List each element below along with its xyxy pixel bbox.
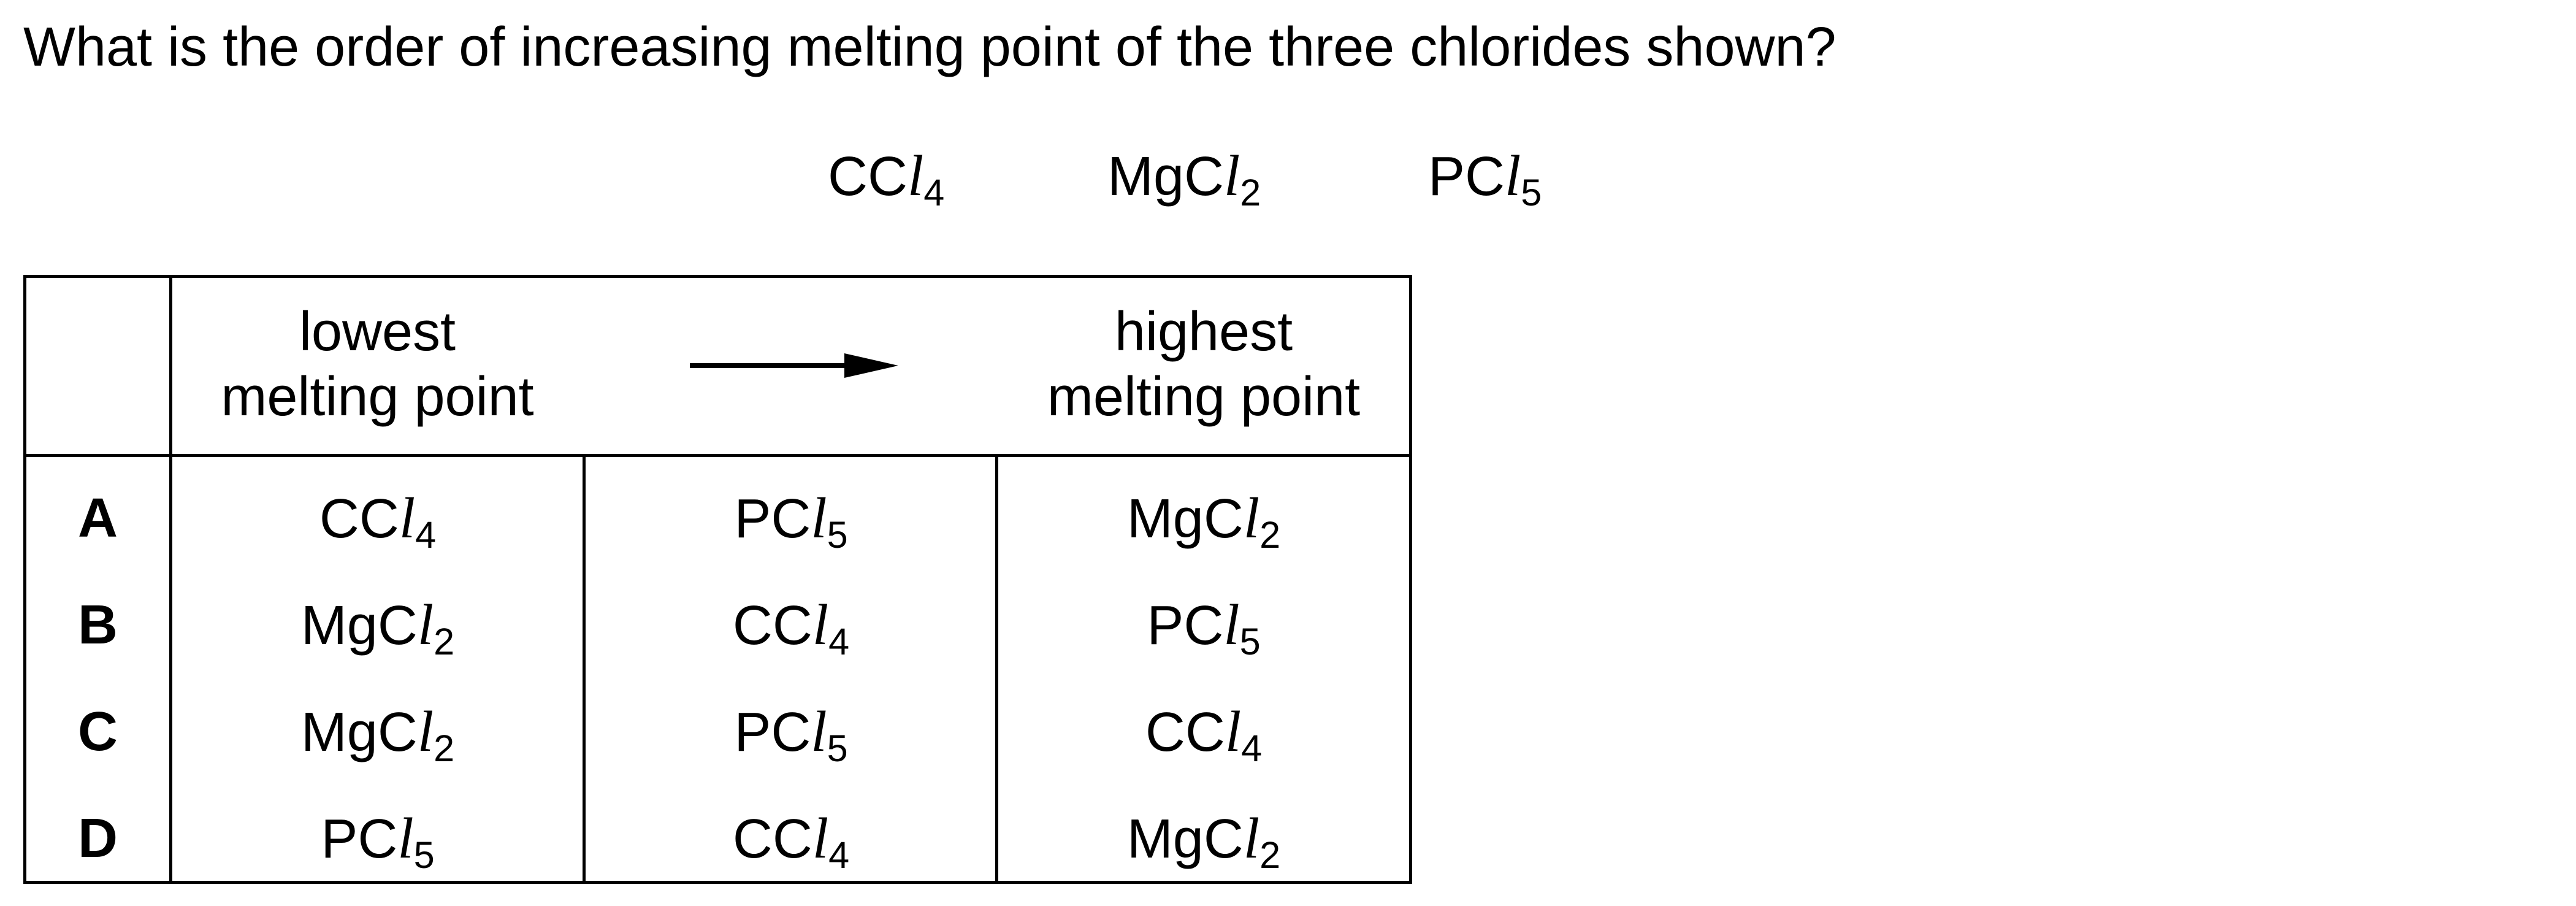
table-cell-formula: PCl5 (321, 807, 435, 877)
header-highest: highest melting point (1047, 301, 1361, 428)
table-cell-formula: CCl4 (319, 486, 437, 556)
answer-table: lowest melting point highest melting poi… (23, 275, 1412, 884)
header-lowest: lowest melting point (221, 301, 534, 428)
question-text: What is the order of increasing melting … (23, 17, 1836, 78)
table-cell-formula: MgCl2 (1126, 807, 1281, 877)
table-cell-formula: CCl4 (732, 593, 850, 663)
table-cell-formula: MgCl2 (1126, 486, 1281, 556)
table-cell-formula: PCl5 (734, 486, 848, 556)
table-cell-formula: CCl4 (1145, 700, 1263, 770)
header-divider (26, 454, 1409, 457)
table-cell-formula: CCl4 (732, 807, 850, 877)
table-cell-formula: MgCl2 (300, 593, 455, 663)
table-divider (169, 278, 172, 881)
option-letter: A (78, 488, 118, 549)
option-letter: B (78, 594, 118, 656)
arrow-icon (690, 353, 898, 378)
table-divider (583, 454, 586, 881)
option-letter: C (78, 701, 118, 762)
table-divider (995, 454, 998, 881)
table-cell-formula: PCl5 (734, 700, 848, 770)
chloride-mgcl2: MgCl2 (1107, 144, 1261, 214)
table-cell-formula: MgCl2 (300, 700, 455, 770)
chloride-ccl4: CCl4 (828, 144, 945, 214)
table-cell-formula: PCl5 (1147, 593, 1261, 663)
option-letter: D (78, 808, 118, 869)
chloride-pcl5: PCl5 (1428, 144, 1542, 214)
